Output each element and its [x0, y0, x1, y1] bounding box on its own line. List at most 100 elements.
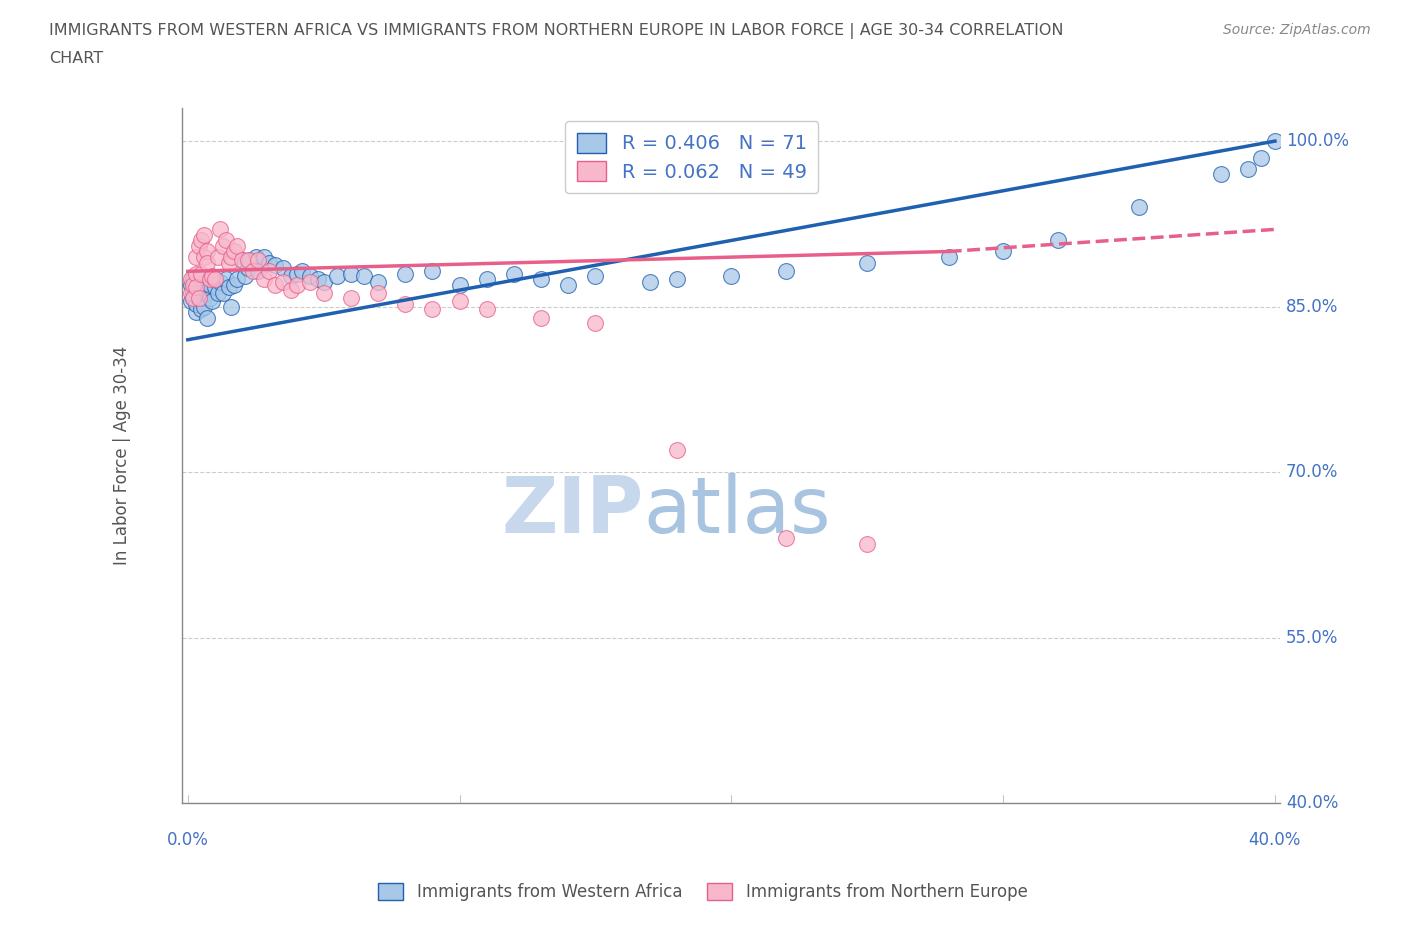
- Point: [449, 294, 471, 309]
- Text: 40.0%: 40.0%: [1286, 794, 1339, 812]
- Point: [184, 249, 207, 264]
- Point: [1128, 200, 1150, 215]
- Point: [367, 286, 389, 300]
- Point: [247, 264, 270, 279]
- Point: [312, 286, 335, 300]
- Point: [212, 286, 235, 300]
- Point: [181, 277, 204, 292]
- Point: [530, 272, 553, 286]
- Point: [187, 238, 209, 253]
- Point: [449, 277, 471, 292]
- Point: [775, 264, 797, 279]
- Point: [195, 244, 218, 259]
- Point: [263, 277, 285, 292]
- Point: [285, 266, 308, 281]
- Point: [204, 272, 226, 286]
- Point: [201, 268, 224, 283]
- Point: [1236, 161, 1258, 176]
- Point: [280, 268, 302, 283]
- Point: [215, 233, 238, 248]
- Point: [198, 272, 221, 286]
- Point: [394, 297, 416, 312]
- Point: [222, 277, 245, 292]
- Point: [187, 277, 209, 292]
- Point: [222, 244, 245, 259]
- Text: 0.0%: 0.0%: [167, 831, 208, 849]
- Point: [181, 290, 204, 305]
- Point: [179, 294, 201, 309]
- Text: In Labor Force | Age 30-34: In Labor Force | Age 30-34: [112, 346, 131, 565]
- Point: [198, 290, 221, 305]
- Point: [193, 299, 215, 314]
- Point: [291, 264, 314, 279]
- Point: [184, 286, 207, 300]
- Point: [239, 253, 262, 268]
- Point: [187, 290, 209, 305]
- Point: [184, 279, 207, 294]
- Text: CHART: CHART: [49, 51, 103, 66]
- Point: [938, 249, 960, 264]
- Point: [181, 272, 204, 286]
- Point: [195, 255, 218, 270]
- Point: [193, 228, 215, 243]
- Point: [299, 268, 322, 283]
- Point: [215, 272, 238, 286]
- Point: [190, 233, 212, 248]
- Point: [190, 266, 212, 281]
- Point: [179, 277, 201, 292]
- Point: [195, 286, 218, 300]
- Point: [198, 277, 221, 292]
- Point: [1250, 151, 1272, 166]
- Point: [231, 253, 253, 268]
- Point: [263, 258, 285, 272]
- Point: [193, 290, 215, 305]
- Point: [181, 290, 204, 305]
- Point: [207, 249, 229, 264]
- Point: [422, 301, 444, 316]
- Legend: R = 0.406   N = 71, R = 0.062   N = 49: R = 0.406 N = 71, R = 0.062 N = 49: [565, 121, 818, 193]
- Point: [280, 283, 302, 298]
- Point: [340, 266, 363, 281]
- Point: [638, 275, 661, 290]
- Point: [991, 244, 1014, 259]
- Point: [530, 311, 553, 325]
- Point: [225, 272, 247, 286]
- Point: [253, 272, 276, 286]
- Point: [666, 272, 689, 286]
- Point: [245, 249, 267, 264]
- Point: [271, 275, 294, 290]
- Point: [201, 294, 224, 309]
- Point: [285, 277, 308, 292]
- Legend: Immigrants from Western Africa, Immigrants from Northern Europe: Immigrants from Western Africa, Immigran…: [371, 876, 1035, 908]
- Point: [218, 255, 240, 270]
- Point: [219, 299, 242, 314]
- Point: [367, 275, 389, 290]
- Point: [231, 253, 253, 268]
- Point: [271, 260, 294, 275]
- Point: [236, 260, 259, 275]
- Text: 70.0%: 70.0%: [1286, 463, 1339, 481]
- Point: [247, 253, 270, 268]
- Point: [1264, 134, 1286, 149]
- Point: [190, 286, 212, 300]
- Point: [209, 275, 232, 290]
- Point: [184, 297, 207, 312]
- Point: [856, 255, 879, 270]
- Point: [422, 264, 444, 279]
- Text: ZIP: ZIP: [502, 473, 644, 550]
- Point: [253, 249, 276, 264]
- Point: [212, 238, 235, 253]
- Point: [307, 272, 329, 286]
- Point: [475, 301, 498, 316]
- Point: [204, 272, 226, 286]
- Text: 40.0%: 40.0%: [1249, 831, 1301, 849]
- Point: [187, 290, 209, 305]
- Point: [585, 316, 607, 331]
- Point: [394, 266, 416, 281]
- Point: [720, 268, 742, 283]
- Point: [666, 443, 689, 458]
- Point: [340, 290, 363, 305]
- Point: [179, 272, 201, 286]
- Text: Source: ZipAtlas.com: Source: ZipAtlas.com: [1223, 23, 1371, 37]
- Text: 55.0%: 55.0%: [1286, 629, 1339, 646]
